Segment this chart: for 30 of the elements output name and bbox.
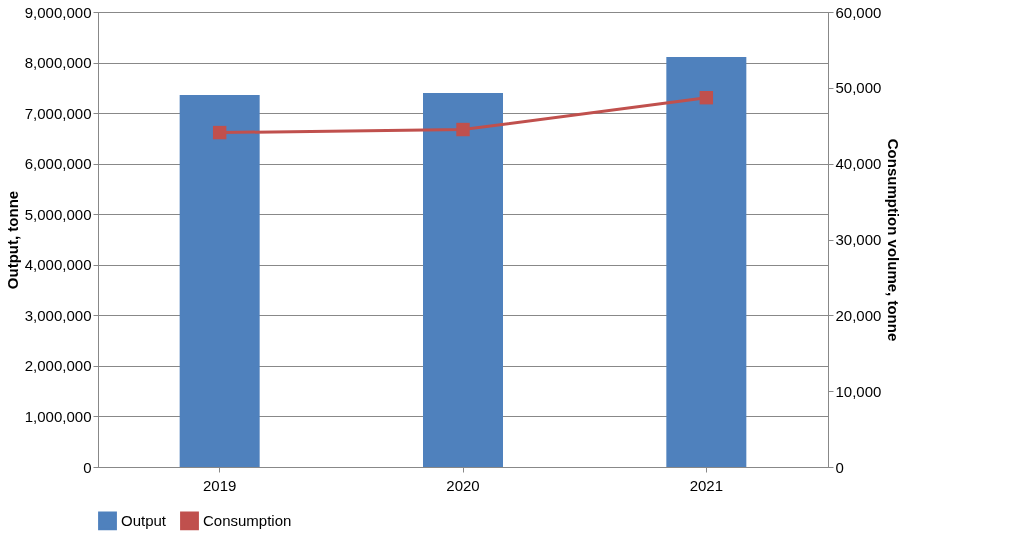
y2-tick-label: 50,000 (835, 79, 882, 97)
y-tick-label: 8,000,000 (24, 54, 92, 72)
y2-tick-label: 40,000 (835, 155, 882, 173)
x-tick-label: 2021 (689, 476, 724, 494)
bar (179, 94, 260, 467)
point (699, 90, 714, 105)
y-tick-label: 9,000,000 (24, 3, 92, 21)
point (212, 125, 227, 140)
y-tick-label: 7,000,000 (24, 104, 92, 122)
y2-tick-label: 10,000 (835, 382, 882, 400)
y-tick-label: 0 (83, 458, 92, 476)
x-tick-label: 2020 (446, 476, 480, 494)
y-tick-label: 1,000,000 (24, 407, 92, 425)
y-tick-label: 5,000,000 (24, 205, 92, 223)
y-tick-label: 4,000,000 (24, 256, 92, 274)
y2-tick-label: 30,000 (835, 231, 882, 248)
y-axis-title: Output, tonne (3, 190, 21, 290)
legend-label: Output (121, 511, 167, 529)
y-tick-label: 2,000,000 (24, 357, 92, 375)
y-tick-label: 3,000,000 (24, 306, 92, 324)
point (456, 122, 470, 137)
y2-tick-label: 0 (835, 458, 844, 476)
y2-tick-label: 60,000 (835, 3, 882, 21)
y2-axis-title: Consumption volume, tonne (885, 138, 903, 342)
bar (666, 56, 747, 467)
y2-tick-label: 20,000 (835, 306, 882, 324)
y-tick-label: 6,000,000 (24, 155, 92, 173)
x-tick-label: 2019 (202, 476, 237, 494)
bar (423, 92, 503, 467)
legend-label: Consumption (203, 511, 292, 529)
